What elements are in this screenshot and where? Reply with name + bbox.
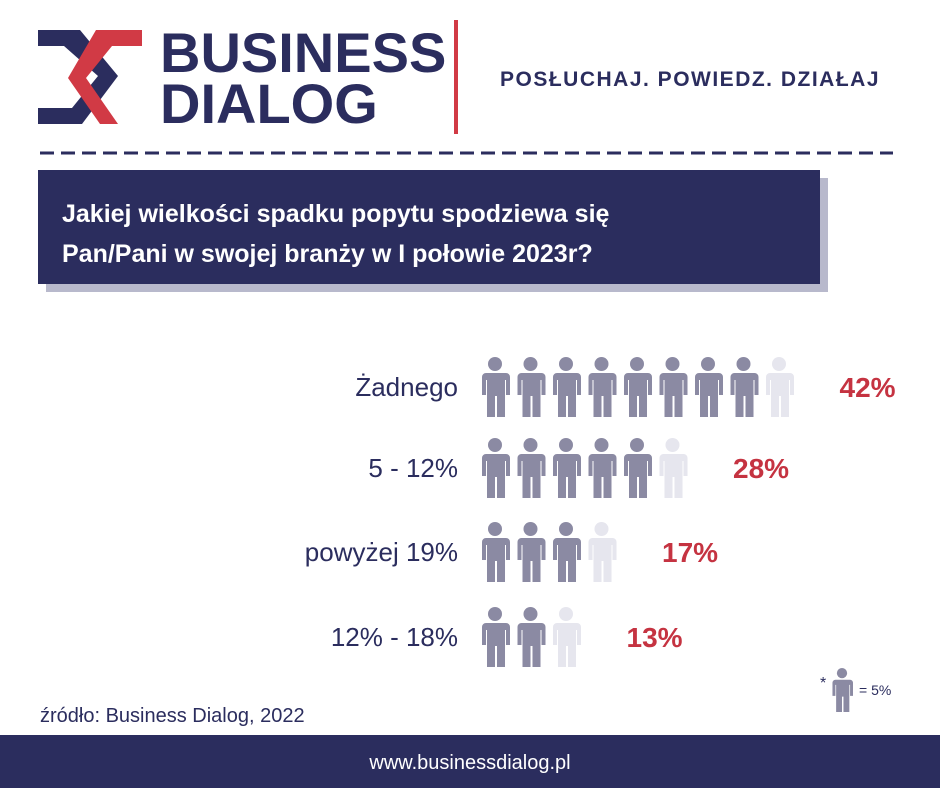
value-label: 17% <box>662 537 718 568</box>
divider <box>454 20 458 134</box>
source: źródło: Business Dialog, 2022 <box>40 705 305 727</box>
category-label: powyżej 19% <box>305 537 458 567</box>
footer-url: www.businessdialog.pl <box>368 752 570 774</box>
brand-line: BUSINESS <box>160 21 446 84</box>
legend-label: = 5% <box>859 682 891 698</box>
legend-marker: * <box>820 675 826 692</box>
category-label: 12% - 18% <box>331 622 458 652</box>
value-label: 28% <box>733 453 789 484</box>
category-label: Żadnego <box>355 372 458 402</box>
chart-title: Jakiej wielkości spadku popytu spodziewa… <box>62 200 610 228</box>
tagline: POSŁUCHAJ. POWIEDZ. DZIAŁAJ <box>500 68 880 91</box>
brand-line: DIALOG <box>160 72 378 135</box>
value-label: 42% <box>840 372 896 403</box>
footer-bar <box>0 735 940 788</box>
title-box <box>38 170 820 284</box>
logo-mark <box>38 30 142 124</box>
value-label: 13% <box>627 622 683 653</box>
chart-title: Pan/Pani w swojej branży w I połowie 202… <box>62 240 593 268</box>
category-label: 5 - 12% <box>368 453 458 483</box>
